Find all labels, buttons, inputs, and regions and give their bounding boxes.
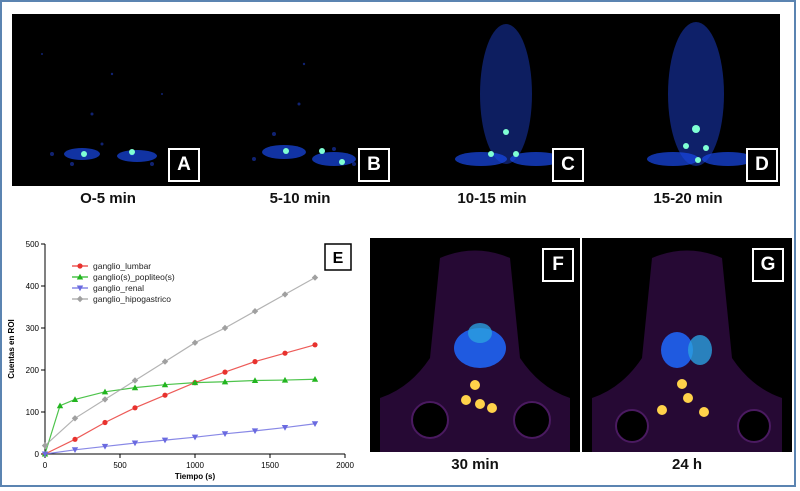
y-tick-label: 200: [26, 366, 40, 375]
data-point-3: [41, 442, 49, 449]
data-point-1: [191, 379, 199, 386]
data-point-3: [311, 274, 319, 281]
data-point-0: [162, 392, 168, 398]
y-tick-label: 100: [26, 408, 40, 417]
chart-e: 0 500 1000 1500 2000 0 100 200 300 400 500 Tiempo (…: [7, 240, 354, 481]
panel-letter-e: E: [333, 250, 344, 267]
x-tick-label: 1500: [261, 461, 279, 470]
data-point-3: [221, 324, 229, 332]
data-point-2: [221, 431, 229, 438]
data-point-1: [56, 402, 64, 409]
series-line-1: [44, 378, 316, 455]
data-point-0: [282, 350, 288, 356]
scan-image-d: [647, 22, 754, 166]
data-point-0: [312, 342, 318, 348]
series-line-2: [44, 423, 316, 455]
data-point-2: [281, 424, 289, 431]
panel-letter-e-box: [324, 243, 352, 271]
legend-marker-1: [76, 273, 84, 280]
x-tick-label: 500: [113, 461, 127, 470]
y-tick-label: 0: [35, 450, 40, 459]
scan-panel-b: B: [204, 14, 396, 186]
scan-panel-d: D: [588, 14, 780, 186]
series-line-0: [44, 344, 316, 455]
scan-panel-c: C: [396, 14, 588, 186]
scan-panel-g: G: [582, 238, 792, 452]
data-point-0: [102, 419, 108, 426]
data-point-3: [251, 308, 259, 315]
data-point-1: [251, 377, 259, 384]
time-label-g: 24 h: [671, 456, 702, 473]
data-point-0: [72, 436, 78, 442]
legend-label-0: ganglio_lumbar: [93, 261, 151, 271]
y-axis-label: Cuentas en ROI: [7, 319, 16, 379]
data-point-1: [101, 388, 109, 395]
data-point-3: [281, 291, 289, 298]
x-tick-label: 2000: [336, 461, 354, 470]
data-point-1: [71, 396, 79, 402]
time-label-c: 10-15 min: [457, 190, 527, 207]
scan-panel-f: F: [370, 238, 580, 452]
panel-letter-a: A: [168, 148, 200, 182]
x-tick-label: 1000: [186, 461, 204, 470]
data-point-0: [132, 405, 138, 411]
legend-label-1: ganglio(s)_popliteo(s): [93, 272, 175, 282]
scan-panel-a: A: [12, 14, 204, 186]
data-point-2: [191, 434, 199, 441]
time-label-b: 5-10 min: [269, 190, 331, 207]
scan-image-c: [455, 24, 562, 166]
scan-image-a: [41, 53, 163, 166]
data-point-3: [131, 377, 139, 384]
data-point-3: [71, 415, 79, 422]
legend-marker-0: [77, 263, 83, 269]
data-point-3: [191, 339, 199, 346]
panel-letter-d: D: [746, 148, 778, 182]
x-axis-label: Tiempo (s): [175, 472, 216, 481]
time-label-a: O-5 min: [80, 190, 136, 207]
panel-letter-b: B: [358, 148, 390, 182]
data-point-2: [41, 451, 49, 458]
data-point-3: [101, 396, 109, 403]
legend-marker-2: [76, 285, 84, 292]
legend-marker-3: [76, 295, 84, 303]
scan-image-f: [380, 250, 570, 452]
y-tick-label: 500: [26, 240, 40, 249]
panel-letter-f: F: [542, 248, 574, 282]
scan-image-g: [592, 250, 782, 452]
data-point-2: [131, 440, 139, 447]
data-point-1: [281, 376, 289, 383]
legend-label-2: ganglio_renal: [93, 283, 144, 293]
x-tick-label: 0: [43, 461, 48, 470]
time-label-f: 30 min: [451, 456, 499, 473]
data-point-2: [311, 421, 319, 427]
data-point-3: [161, 358, 169, 365]
scan-image-b: [252, 62, 356, 166]
legend-label-3: ganglio_hipogastrico: [93, 294, 171, 304]
panel-letter-g: G: [752, 248, 784, 282]
data-point-1: [311, 376, 319, 382]
data-point-1: [131, 384, 139, 391]
data-point-1: [221, 378, 229, 385]
panel-letter-c: C: [552, 148, 584, 182]
data-point-0: [252, 359, 258, 365]
data-point-2: [71, 447, 79, 453]
series-line-3: [44, 277, 316, 447]
data-point-1: [161, 381, 169, 388]
data-point-2: [251, 428, 259, 435]
data-point-2: [161, 437, 169, 444]
y-tick-label: 300: [26, 324, 40, 333]
y-tick-label: 400: [26, 282, 40, 291]
data-point-0: [222, 369, 228, 375]
data-point-2: [101, 443, 109, 450]
time-label-d: 15-20 min: [653, 190, 723, 207]
